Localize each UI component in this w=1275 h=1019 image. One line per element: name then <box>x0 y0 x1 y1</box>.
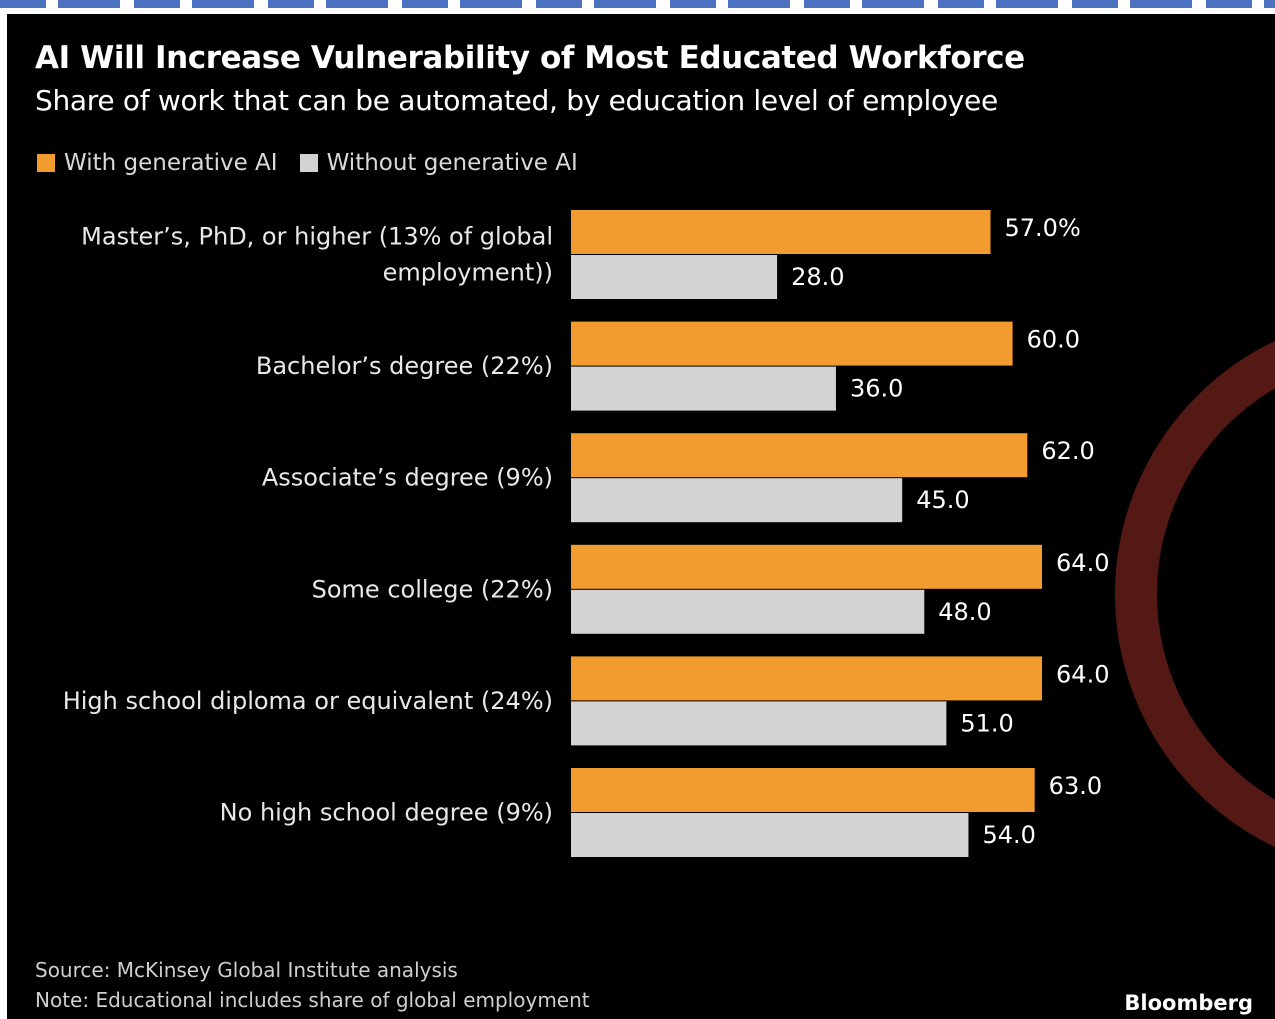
value-label-with-ai: 63.0 <box>1049 772 1102 800</box>
category-label: High school diploma or equivalent (24%) <box>63 687 553 715</box>
bar-chart: Master’s, PhD, or higher (13% of global e… <box>63 210 1109 857</box>
bloomberg-logo: Bloomberg <box>1124 991 1253 1015</box>
bar-without-ai <box>571 255 778 299</box>
value-label-with-ai: 64.0 <box>1056 660 1109 688</box>
legend: With generative AI Without generative AI <box>37 150 578 176</box>
value-label-with-ai: 57.0% <box>1005 214 1081 242</box>
chart-title: AI Will Increase Vulnerability of Most E… <box>35 40 1025 76</box>
legend-item-with-ai: With generative AI <box>37 150 278 176</box>
cropped-heading-fragment <box>0 0 1275 8</box>
value-label-without-ai: 51.0 <box>960 709 1013 737</box>
chart-subtitle: Share of work that can be automated, by … <box>35 84 998 117</box>
category-label: Bachelor’s degree (22%) <box>256 352 553 380</box>
value-label-with-ai: 62.0 <box>1041 437 1094 465</box>
category-label: Some college (22%) <box>312 575 553 603</box>
bar-without-ai <box>571 813 969 857</box>
legend-label-without-ai: Without generative AI <box>326 150 578 176</box>
bar-with-ai <box>571 321 1013 366</box>
legend-item-without-ai: Without generative AI <box>299 150 578 176</box>
bar-without-ai <box>571 366 836 411</box>
value-label-without-ai: 36.0 <box>850 375 903 403</box>
bar-with-ai <box>571 656 1043 701</box>
category-label: Associate’s degree (9%) <box>262 464 553 492</box>
chart-source: Source: McKinsey Global Institute analys… <box>35 955 590 1015</box>
value-label-without-ai: 48.0 <box>938 598 991 626</box>
legend-swatch-with-ai <box>37 154 55 172</box>
category-label-line: Master’s, PhD, or higher (13% of global <box>81 223 553 251</box>
bar-with-ai <box>571 433 1028 478</box>
bar-without-ai <box>571 478 903 523</box>
bar-with-ai <box>571 768 1035 812</box>
value-label-with-ai: 64.0 <box>1056 549 1109 577</box>
cropped-header-strip <box>0 0 1275 14</box>
value-label-without-ai: 54.0 <box>982 821 1035 849</box>
bar-with-ai <box>571 210 991 254</box>
source-line: Source: McKinsey Global Institute analys… <box>35 958 458 982</box>
bar-without-ai <box>571 589 925 634</box>
value-label-with-ai: 60.0 <box>1027 326 1080 354</box>
category-label: No high school degree (9%) <box>220 799 553 827</box>
chart-card: AI Will Increase Vulnerability of Most E… <box>7 14 1275 1019</box>
legend-swatch-without-ai <box>299 154 318 172</box>
value-label-without-ai: 28.0 <box>791 263 844 291</box>
value-label-without-ai: 45.0 <box>916 486 969 514</box>
note-line: Note: Educational includes share of glob… <box>35 988 590 1012</box>
legend-label-with-ai: With generative AI <box>64 150 278 176</box>
bar-with-ai <box>571 544 1043 589</box>
category-label: Master’s, PhD, or higher (13% of global e… <box>81 223 553 287</box>
bar-without-ai <box>571 701 947 746</box>
category-label-line: employment)) <box>383 259 553 287</box>
